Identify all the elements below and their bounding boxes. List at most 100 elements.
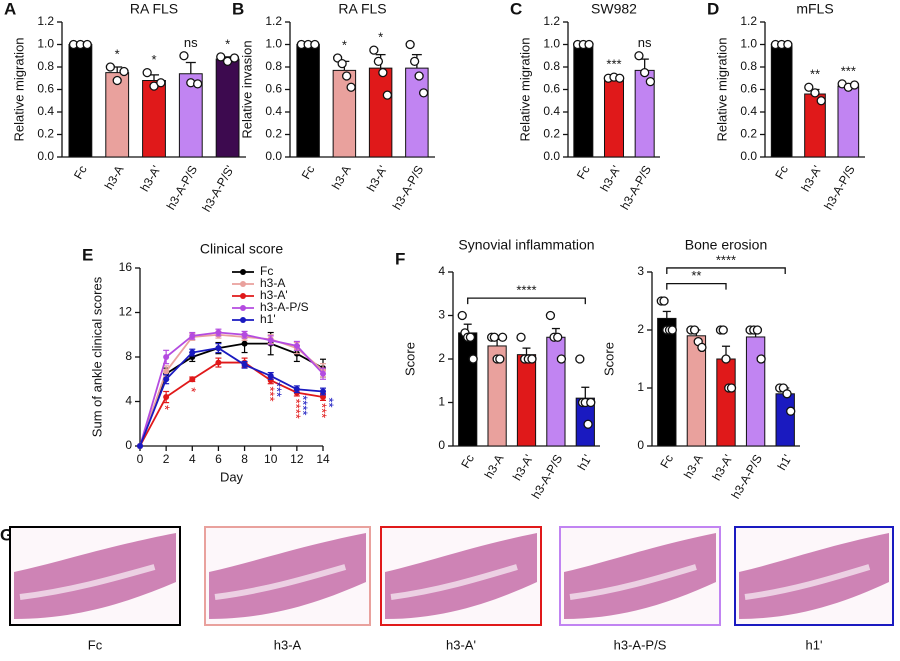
x-tick-label: h3-A'	[510, 452, 536, 483]
x-tick-label: h3-A	[102, 163, 127, 192]
x-tick-label: Fc	[299, 163, 318, 182]
significance-label: *	[115, 46, 120, 61]
data-point	[409, 56, 420, 67]
data-point	[310, 39, 320, 50]
y-tick-label: 0	[438, 438, 445, 452]
data-point	[378, 67, 388, 78]
y-tick-label: 0.8	[543, 59, 560, 73]
y-axis-label: Score	[601, 342, 616, 376]
data-point	[645, 76, 656, 87]
data-point	[721, 354, 731, 364]
x-tick-label: h1'	[575, 452, 595, 473]
data-point	[804, 82, 814, 92]
chart-title: SW982	[591, 1, 637, 17]
y-tick-label: 16	[119, 260, 133, 274]
data-point	[216, 52, 226, 62]
legend-label: h3-A	[260, 276, 285, 290]
legend-marker	[240, 317, 246, 323]
significance-label: ***	[315, 403, 330, 418]
comparison-label: ****	[716, 252, 736, 267]
data-point	[586, 397, 596, 408]
series-line	[139, 342, 324, 447]
y-tick-label: 0.4	[740, 104, 757, 118]
x-tick-label: h3-A	[329, 163, 354, 192]
series-line	[139, 361, 324, 447]
x-tick-label: h1'	[775, 452, 795, 473]
data-point	[556, 354, 567, 364]
y-tick-label: 0.6	[265, 82, 282, 96]
x-tick-label: h3-A-P/S'	[199, 163, 237, 214]
series-line	[139, 331, 324, 447]
significance-label: *	[151, 52, 156, 67]
x-tick-label: 4	[189, 452, 196, 466]
y-tick-label: 2	[637, 322, 644, 336]
y-tick-label: 0.0	[740, 149, 757, 163]
panel-label: D	[707, 0, 719, 18]
data-point	[241, 340, 248, 347]
data-point	[189, 376, 196, 383]
data-point	[112, 75, 122, 86]
data-point	[320, 394, 326, 401]
y-axis-label: Sum of ankle clinical scores	[89, 276, 104, 437]
image-label: h3-A-P/S	[614, 637, 667, 652]
bar	[68, 44, 93, 158]
y-tick-label: 0.4	[37, 104, 54, 118]
data-point	[495, 354, 505, 364]
data-point	[782, 389, 792, 399]
tissue	[14, 533, 176, 619]
panel-label: C	[510, 0, 522, 18]
data-point	[215, 359, 222, 366]
legend-marker	[240, 281, 246, 287]
data-point	[163, 394, 170, 401]
y-axis-label: Relative migration	[517, 37, 532, 141]
bar	[745, 336, 766, 447]
x-tick-label: h3-A	[482, 452, 507, 481]
bar	[546, 336, 566, 447]
significance-label: *	[378, 30, 383, 45]
comparison-bracket	[666, 282, 727, 290]
data-point	[373, 56, 384, 67]
y-tick-label: 0	[637, 438, 644, 452]
bone	[569, 564, 697, 600]
data-point	[783, 39, 793, 50]
data-point	[659, 296, 669, 306]
legend-marker	[240, 305, 246, 311]
bar	[516, 354, 537, 447]
y-tick-label: 1.0	[740, 37, 757, 51]
y-tick-label: 0.4	[543, 104, 560, 118]
y-tick-label: 4	[438, 264, 445, 278]
bar	[215, 58, 240, 158]
data-point	[137, 443, 143, 449]
data-point	[119, 66, 129, 77]
x-tick-label: Fc	[71, 163, 90, 182]
legend-marker	[240, 293, 246, 299]
y-tick-label: 1.0	[37, 37, 54, 51]
x-tick-label: h3-A'	[597, 163, 623, 194]
x-tick-label: 2	[163, 452, 170, 466]
x-tick-label: h3-A-P/S	[390, 163, 426, 212]
significance-label: ***	[841, 63, 856, 78]
data-point	[414, 71, 424, 81]
chart-title: RA FLS	[338, 1, 386, 17]
chart-title: Clinical score	[200, 241, 283, 257]
comparison-label: ****	[516, 283, 536, 298]
bone	[744, 564, 871, 600]
significance-label: **	[810, 67, 820, 82]
x-tick-label: h3-A'	[709, 452, 735, 483]
x-tick-label: h3-A-P/S	[164, 163, 200, 212]
panel-label: B	[232, 0, 244, 18]
significance-label: ****	[295, 395, 310, 415]
data-point	[640, 67, 650, 78]
chart-title: RA FLS	[130, 1, 178, 17]
bar	[775, 393, 795, 447]
legend-label: h3-A'	[260, 288, 288, 302]
data-point	[229, 53, 240, 63]
y-tick-label: 0.2	[740, 127, 757, 141]
chart-title: mFLS	[796, 1, 833, 17]
data-point	[320, 388, 326, 395]
data-point	[267, 337, 274, 344]
data-point	[457, 310, 467, 321]
data-point	[215, 345, 222, 352]
data-point	[583, 419, 593, 429]
tissue	[209, 533, 366, 619]
